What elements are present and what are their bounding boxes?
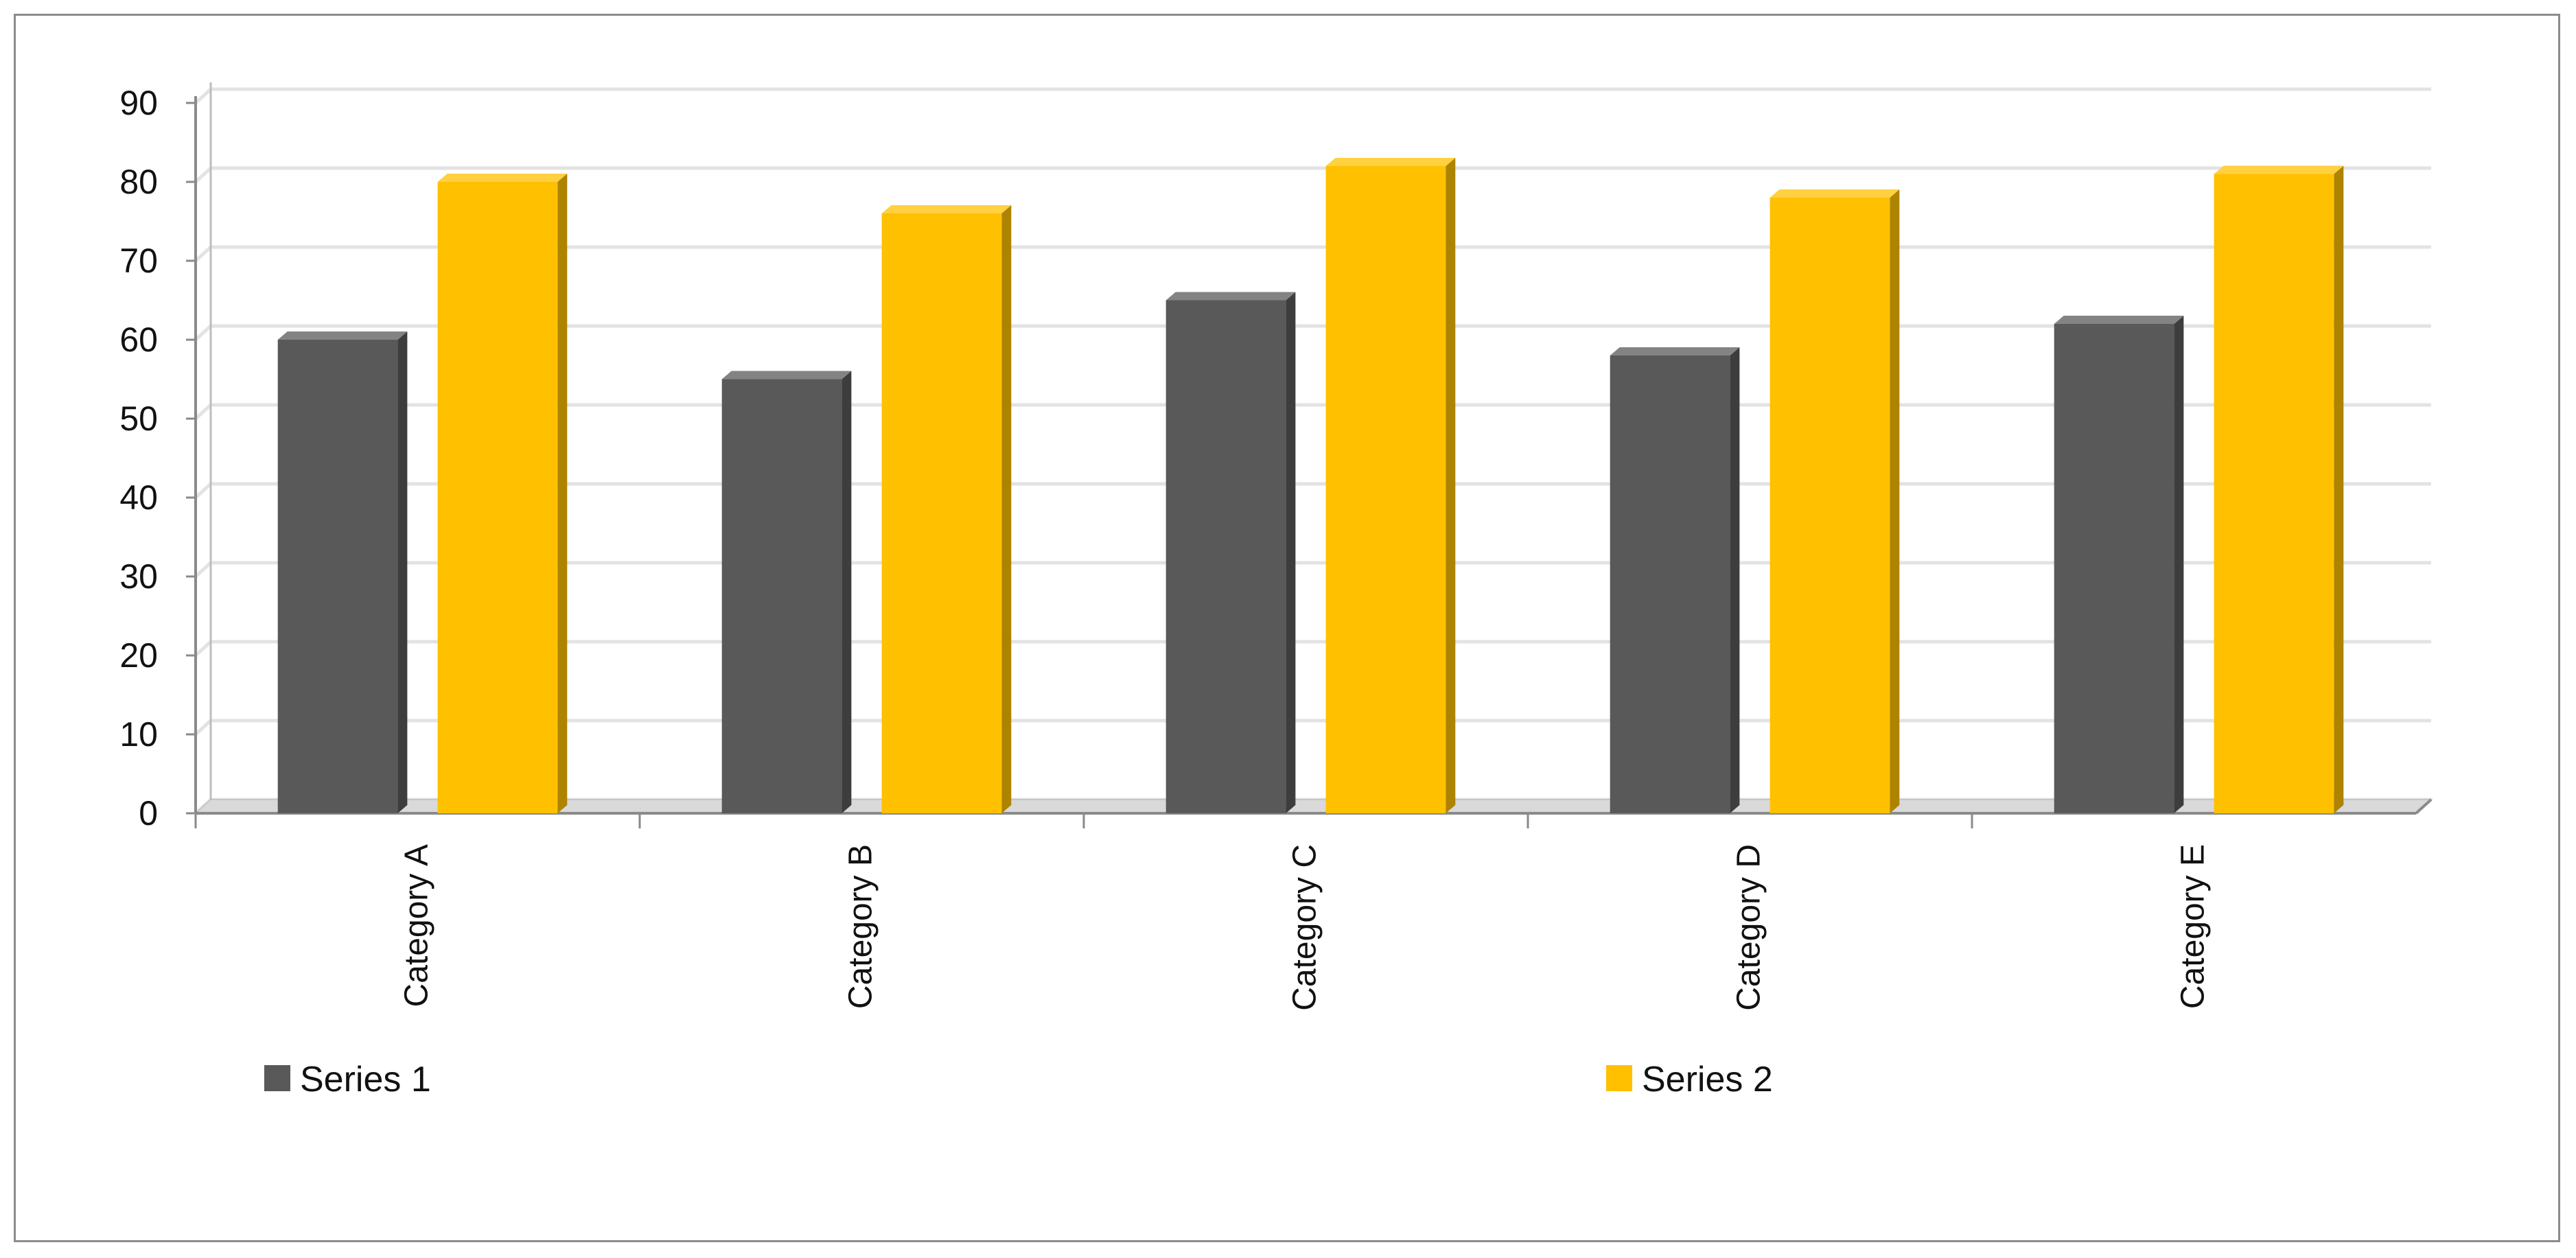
bar-top (1769, 189, 1900, 198)
bar-top (437, 174, 568, 182)
gridline-diag (194, 719, 212, 736)
bar-top (277, 331, 408, 340)
bar-side (1446, 158, 1456, 813)
y-tick-label: 80 (119, 163, 158, 201)
bar (437, 174, 568, 813)
bar-front (721, 379, 842, 813)
bar-front (1610, 356, 1730, 813)
bar-front (1769, 198, 1890, 813)
bar (277, 331, 408, 813)
y-tick-label: 20 (119, 636, 158, 675)
y-tick-label: 50 (119, 399, 158, 438)
gridline-diag (194, 88, 212, 104)
category-labels: Category A Category B Category C Category D… (399, 844, 2212, 1011)
legend-label: Series 1 (300, 1060, 431, 1099)
y-tick-label: 0 (139, 794, 158, 832)
bars-layer (277, 158, 2344, 813)
bar-side (397, 331, 408, 813)
bar (1769, 189, 1900, 813)
bar-side (2334, 165, 2344, 813)
bar (1610, 347, 1740, 813)
bar-top (2214, 165, 2344, 174)
x-axis-end (2415, 798, 2433, 815)
bar-top (2054, 316, 2184, 324)
bar-side (1286, 292, 1296, 813)
legend-swatch (1606, 1065, 1632, 1091)
gridline-diag (194, 246, 212, 262)
legend-swatch (264, 1065, 290, 1091)
bar-side (1001, 205, 1012, 813)
bar-front (2214, 174, 2334, 813)
bar-front (1165, 300, 1286, 813)
bar-side (1890, 189, 1900, 813)
legend-label: Series 2 (1642, 1060, 1773, 1099)
x-category-label: Category E (2175, 844, 2212, 1009)
bar (1165, 292, 1296, 813)
legend: Series 1 Series 2 (264, 1060, 1773, 1099)
bar (1325, 158, 1456, 813)
y-tick-label: 70 (119, 242, 158, 280)
y-tick-label: 90 (119, 84, 158, 122)
bar-side (2174, 316, 2184, 813)
bar-front (277, 340, 398, 813)
y-tick-label: 10 (119, 715, 158, 754)
bar-front (437, 182, 558, 813)
bar-front (2054, 324, 2174, 813)
bar (881, 205, 1012, 813)
bar-front (1325, 166, 1446, 813)
gridline-diag (194, 640, 212, 657)
y-tick-label: 40 (119, 478, 158, 517)
bar-top (1165, 292, 1296, 301)
y-tick-label: 30 (119, 557, 158, 596)
x-category-label: Category D (1731, 844, 1767, 1011)
gridline-diag (194, 482, 212, 499)
bar-front (881, 213, 1002, 813)
x-category-label: Category A (399, 844, 435, 1007)
x-category-label: Category B (843, 844, 879, 1009)
bar-side (557, 174, 568, 813)
gridline-diag (194, 561, 212, 578)
bar (2054, 316, 2184, 813)
bar-top (1325, 158, 1456, 166)
bar (721, 371, 852, 813)
gridline-diag (194, 404, 212, 420)
bar-top (881, 205, 1012, 213)
gridline-diag (194, 325, 212, 341)
gridline-diag (194, 167, 212, 183)
bar-top (721, 371, 852, 380)
bar-side (1730, 347, 1740, 813)
bar-top (1610, 347, 1740, 356)
bar-side (842, 371, 852, 813)
y-tick-label: 60 (119, 321, 158, 359)
x-category-label: Category C (1287, 844, 1323, 1011)
bar (2214, 165, 2344, 813)
